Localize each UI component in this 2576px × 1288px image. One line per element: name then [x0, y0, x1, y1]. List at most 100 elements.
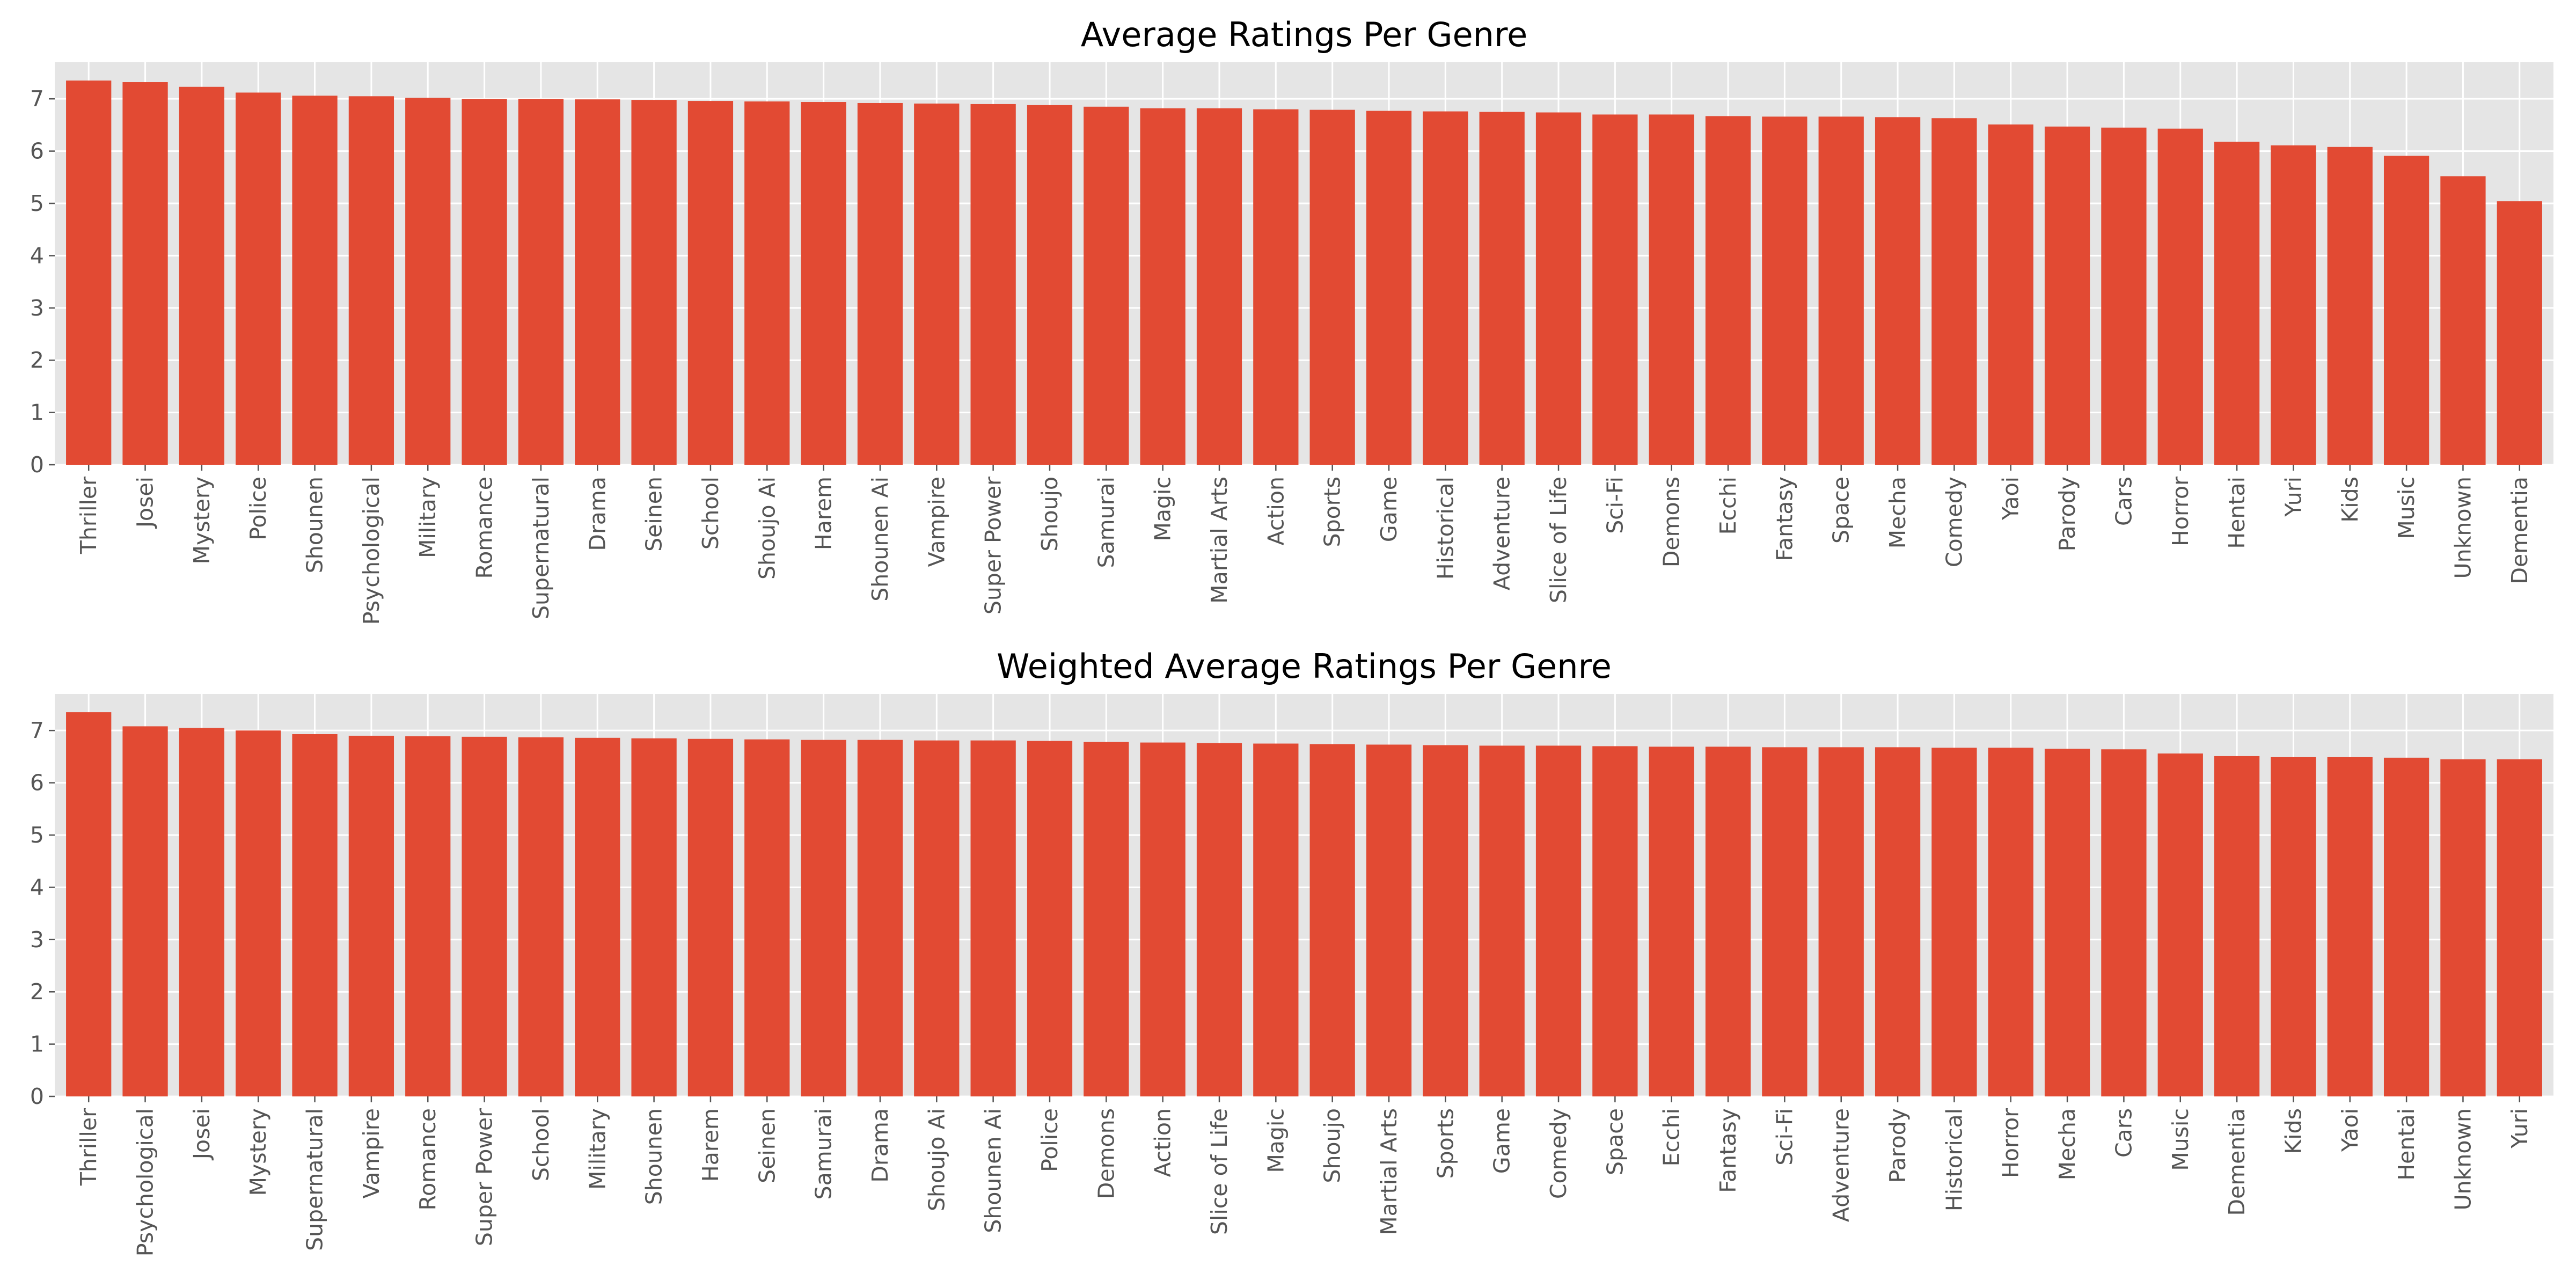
- x-tick-label: Sports: [1432, 1108, 1458, 1179]
- bar: [2440, 176, 2486, 465]
- bar: [914, 740, 960, 1096]
- x-tick-label: Slice of Life: [1206, 1108, 1232, 1235]
- x-tick-label: Samurai: [1093, 477, 1119, 568]
- bar: [2383, 757, 2429, 1096]
- bar: [1988, 748, 2033, 1096]
- bar: [1762, 747, 1807, 1096]
- bar: [2214, 756, 2260, 1096]
- x-tick-label: Mystery: [189, 477, 215, 564]
- bar: [1931, 118, 1977, 465]
- x-tick-label: School: [698, 477, 723, 550]
- y-tick-label: 4: [30, 874, 44, 900]
- bar: [1196, 743, 1242, 1096]
- x-tick-label: Romance: [415, 1108, 441, 1211]
- bar: [631, 738, 677, 1096]
- bar: [1875, 747, 1921, 1096]
- x-tick-label: Super Power: [472, 1108, 497, 1246]
- x-tick-label: Action: [1150, 1108, 1176, 1177]
- x-tick-label: Sci-Fi: [1602, 477, 1628, 534]
- x-tick-label: Game: [1376, 477, 1402, 542]
- x-tick-label: Seinen: [754, 1108, 780, 1183]
- bar: [744, 101, 790, 465]
- bar: [179, 86, 225, 465]
- bar: [2440, 759, 2486, 1096]
- x-tick-label: Shoujo Ai: [924, 1108, 949, 1211]
- x-tick-label: Sci-Fi: [1772, 1108, 1797, 1166]
- bar: [1027, 105, 1073, 465]
- bar: [2271, 145, 2316, 465]
- x-tick-label: Horror: [2168, 477, 2193, 546]
- x-tick-label: Music: [2394, 477, 2419, 539]
- bar: [1931, 748, 1977, 1096]
- y-tick-label: 6: [30, 770, 44, 796]
- x-tick-label: Military: [415, 477, 441, 558]
- x-tick-label: Shoujo: [1320, 1108, 1345, 1183]
- bar: [405, 98, 451, 465]
- x-tick-label: Shoujo: [1037, 477, 1063, 552]
- y-tick-label: 5: [30, 822, 44, 848]
- x-tick-label: Cars: [2111, 1108, 2136, 1158]
- x-tick-label: Mecha: [2054, 1108, 2080, 1180]
- x-tick-label: Josei: [189, 1108, 215, 1161]
- bar: [970, 740, 1016, 1096]
- bar: [179, 728, 225, 1096]
- y-tick-label: 2: [30, 347, 44, 373]
- bar: [575, 99, 620, 465]
- bar: [1140, 742, 1185, 1096]
- x-tick-label: Supernatural: [302, 1108, 328, 1251]
- bar: [1649, 114, 1694, 465]
- bar: [801, 102, 846, 465]
- bar: [2044, 749, 2090, 1096]
- bar: [2101, 749, 2147, 1096]
- x-tick-label: Sports: [1320, 477, 1345, 547]
- y-tick-label: 7: [30, 718, 44, 743]
- x-tick-label: Super Power: [980, 477, 1006, 614]
- bar: [292, 96, 338, 465]
- x-tick-label: Space: [1828, 477, 1854, 544]
- bar: [122, 82, 168, 465]
- x-tick-label: Thriller: [76, 1108, 101, 1186]
- bar: [744, 739, 790, 1096]
- bar: [462, 99, 507, 465]
- x-tick-label: Game: [1489, 1108, 1515, 1174]
- bar: [236, 730, 281, 1096]
- x-tick-label: Kids: [2337, 477, 2363, 523]
- bar: [575, 737, 620, 1096]
- bar: [1705, 116, 1751, 465]
- bar: [1535, 745, 1582, 1096]
- x-tick-label: Magic: [1263, 1108, 1289, 1173]
- x-tick-label: Historical: [1941, 1108, 1967, 1211]
- x-tick-label: Demons: [1659, 477, 1685, 567]
- bar: [292, 734, 338, 1096]
- x-tick-label: Shoujo Ai: [754, 477, 780, 580]
- y-tick-label: 4: [30, 243, 44, 268]
- bar: [1423, 111, 1468, 465]
- bar: [2497, 759, 2542, 1096]
- bar: [2214, 142, 2260, 465]
- x-tick-label: Police: [245, 477, 271, 540]
- y-tick-label: 7: [30, 86, 44, 112]
- x-tick-label: Music: [2168, 1108, 2193, 1171]
- x-tick-label: Space: [1602, 1108, 1628, 1175]
- x-tick-label: Comedy: [1941, 477, 1967, 567]
- x-tick-label: Drama: [867, 1108, 893, 1183]
- x-tick-label: School: [528, 1108, 554, 1181]
- bar: [2157, 753, 2203, 1096]
- x-tick-label: Hentai: [2394, 1108, 2419, 1181]
- bar: [1649, 747, 1694, 1096]
- x-tick-label: Mecha: [1885, 477, 1911, 548]
- bar: [687, 101, 734, 465]
- bar: [122, 726, 168, 1096]
- x-tick-label: Drama: [584, 477, 610, 551]
- x-tick-label: Ecchi: [1715, 477, 1741, 535]
- bar: [857, 740, 903, 1096]
- x-tick-label: Action: [1263, 477, 1289, 545]
- x-tick-label: Shounen: [641, 1108, 667, 1205]
- x-tick-label: Harem: [698, 1108, 723, 1182]
- x-tick-label: Yuri: [2507, 1108, 2533, 1149]
- y-tick-label: 3: [30, 927, 44, 953]
- bar: [2497, 201, 2542, 465]
- bar: [1762, 116, 1807, 465]
- x-tick-label: Yaoi: [2337, 1108, 2363, 1152]
